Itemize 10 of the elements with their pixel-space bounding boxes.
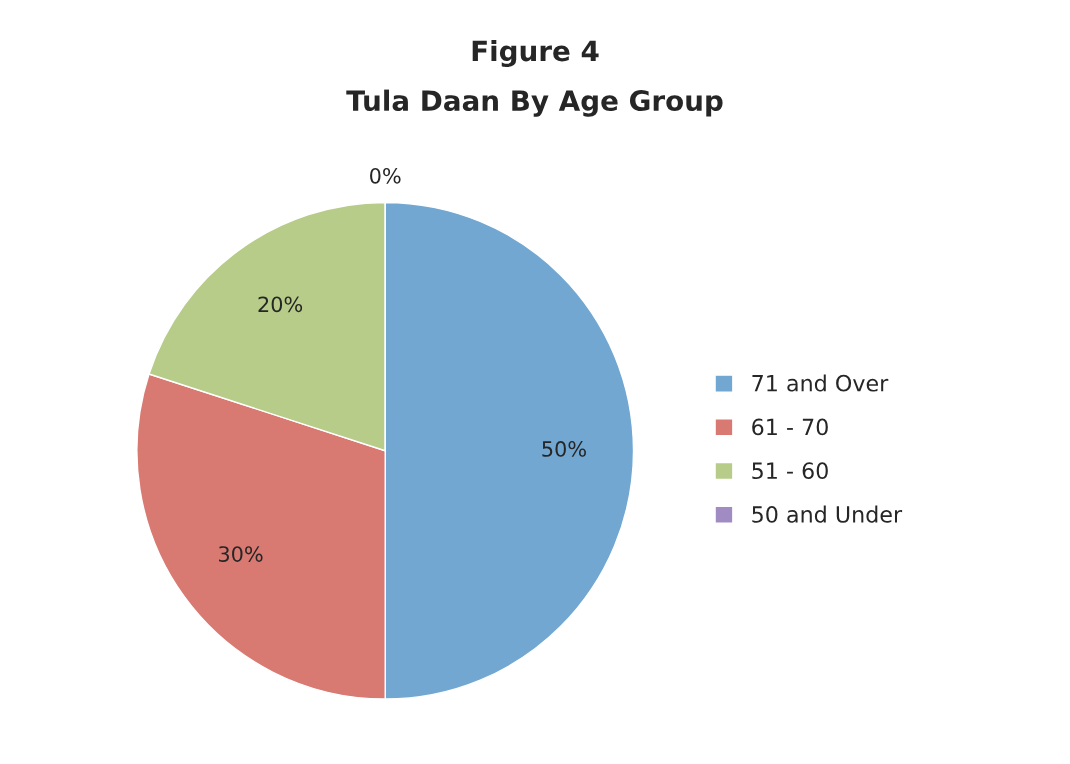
chart-title: Figure 4 [472, 39, 599, 68]
data-label: 50% [542, 441, 586, 457]
text: 0% [370, 167, 401, 184]
chart-subtitle: Tula Daan By Age Group [346, 89, 723, 117]
legend-label: 71 and Over [752, 374, 889, 392]
data-label: 30% [219, 546, 263, 562]
data-label: 20% [258, 296, 303, 313]
legend-label: 61 - 70 [752, 418, 828, 436]
legend-label: 51 - 60 [752, 462, 828, 480]
legend-label: 50 and Under [752, 505, 903, 523]
